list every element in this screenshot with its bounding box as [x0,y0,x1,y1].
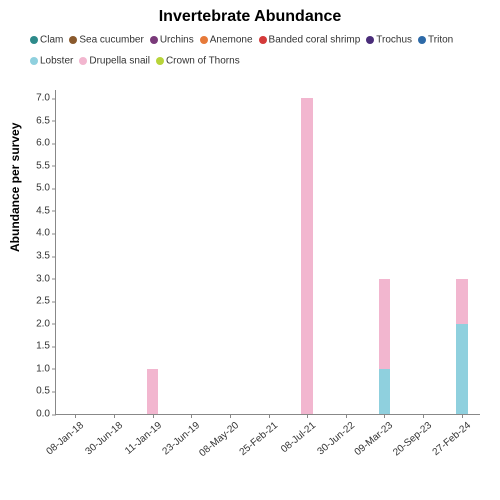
x-tick [191,414,192,418]
y-tick-label: 7.0 [36,93,56,104]
x-tick [462,414,463,418]
y-tick-label: 5.0 [36,183,56,194]
legend-label: Banded coral shrimp [269,34,361,45]
legend-marker-icon [418,36,426,44]
legend-label: Triton [428,34,453,45]
legend-label: Crown of Thorns [166,55,240,66]
legend-marker-icon [30,36,38,44]
legend-item: Trochus [366,30,412,51]
x-tick [230,414,231,418]
legend-item: Banded coral shrimp [259,30,361,51]
legend-marker-icon [156,57,164,65]
bar-group [293,98,321,414]
y-tick-label: 6.0 [36,138,56,149]
bar-stack [379,279,391,414]
x-tick [346,414,347,418]
bar-group [371,279,399,414]
legend-marker-icon [30,57,38,65]
legend-item: Triton [418,30,453,51]
bar-segment [147,369,159,414]
chart-title: Invertebrate Abundance [0,0,500,26]
legend: Clam Sea cucumber Urchins Anemone Banded cor… [0,26,500,74]
legend-label: Anemone [210,34,253,45]
bar-segment [456,324,468,414]
y-tick-label: 1.0 [36,363,56,374]
y-tick-label: 3.5 [36,251,56,262]
legend-marker-icon [69,36,77,44]
y-tick-label: 2.0 [36,318,56,329]
bar-stack [147,369,159,414]
x-tick [75,414,76,418]
legend-label: Clam [40,34,63,45]
y-tick-label: 1.5 [36,341,56,352]
x-tick [423,414,424,418]
legend-marker-icon [150,36,158,44]
legend-item: Drupella snail [79,51,150,72]
legend-marker-icon [79,57,87,65]
legend-item: Sea cucumber [69,30,143,51]
legend-marker-icon [200,36,208,44]
legend-item: Clam [30,30,63,51]
bar-segment [301,98,313,414]
y-tick-label: 0.5 [36,386,56,397]
x-tick [114,414,115,418]
bar-segment [456,279,468,324]
legend-marker-icon [259,36,267,44]
x-tick [153,414,154,418]
legend-item: Anemone [200,30,253,51]
x-tick [269,414,270,418]
bar-segment [379,369,391,414]
plot-area: 0.00.51.01.52.02.53.03.54.04.55.05.56.06… [55,90,480,415]
legend-item: Urchins [150,30,194,51]
bar-stack [301,98,313,414]
y-tick-label: 3.0 [36,273,56,284]
y-tick-label: 5.5 [36,160,56,171]
bar-group [139,369,167,414]
bar-group [448,279,476,414]
x-tick [384,414,385,418]
x-tick [307,414,308,418]
y-axis-label: Abundance per survey [8,123,22,252]
bar-segment [379,279,391,369]
legend-label: Sea cucumber [79,34,143,45]
legend-marker-icon [366,36,374,44]
legend-label: Drupella snail [89,55,150,66]
y-tick-label: 2.5 [36,296,56,307]
legend-item: Lobster [30,51,73,72]
legend-item: Crown of Thorns [156,51,240,72]
legend-label: Lobster [40,55,73,66]
legend-label: Trochus [376,34,412,45]
y-tick-label: 4.0 [36,228,56,239]
bar-stack [456,279,468,414]
y-tick-label: 6.5 [36,115,56,126]
y-tick-label: 0.0 [36,409,56,420]
y-tick-label: 4.5 [36,205,56,216]
legend-label: Urchins [160,34,194,45]
